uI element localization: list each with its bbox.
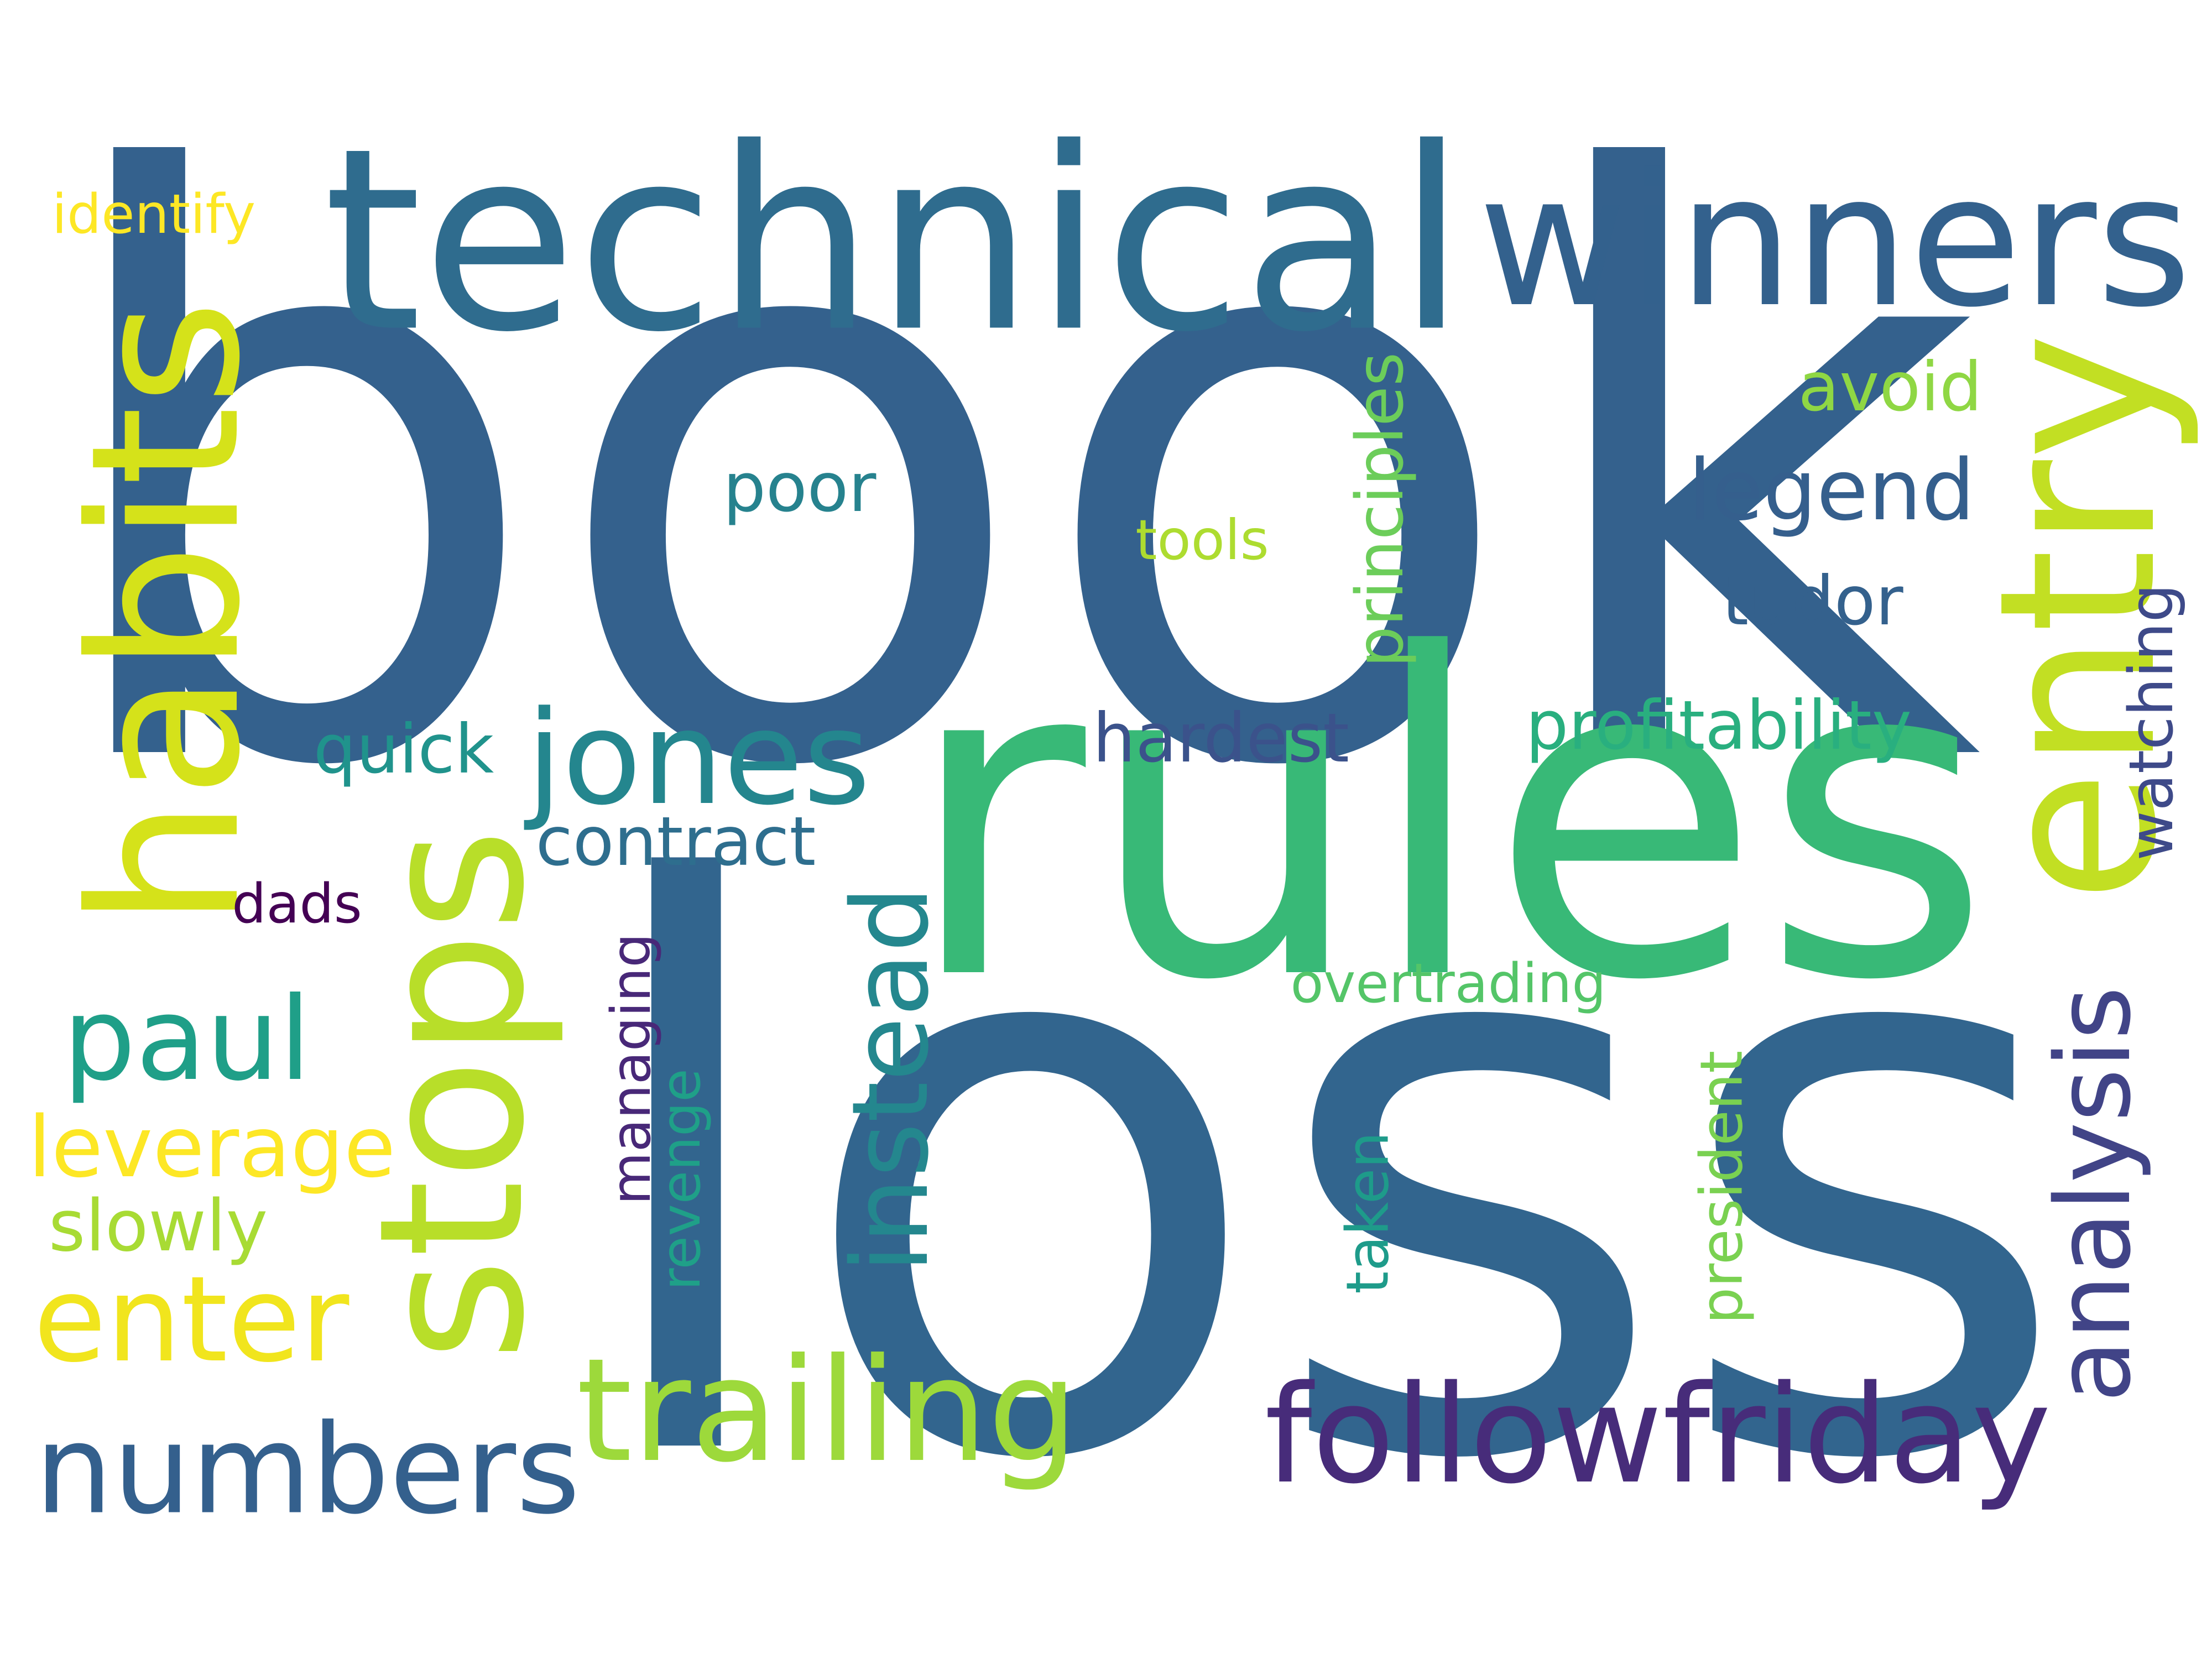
word-dads: dads [232,873,362,936]
word-leverage: leverage [28,1098,396,1196]
word-habits: habits [48,299,285,928]
word-trailing: trailing [576,1328,1078,1494]
word-enter: enter [33,1251,349,1389]
word-tools: tools [1135,508,1269,572]
word-avoid: avoid [1798,348,1983,426]
word-president: president [1688,1050,1756,1324]
word-principles: principles [1342,352,1418,668]
word-revenge: revenge [650,1068,713,1291]
word-numbers: numbers [34,1397,581,1542]
word-overtrading: overtrading [1290,952,1606,1015]
word-book: book [41,13,1982,940]
word-loss: loss [578,727,2074,1629]
word-identify: identify [51,183,256,246]
word-taken: taken [1334,1131,1402,1294]
word-legend: legend [1688,441,1975,539]
word-watching: watching [2116,583,2187,861]
word-instead: instead [830,885,952,1274]
word-analysis: analysis [2033,986,2153,1403]
word-rules: rules [904,561,1992,1077]
word-paul: paul [62,973,311,1107]
word-poor: poor [723,448,877,527]
word-quick: quick [313,710,494,789]
word-profitability: profitability [1525,686,1912,765]
word-technical: technical [323,95,1467,388]
word-jones: jones [526,684,871,834]
word-hardest: hardest [1093,699,1349,778]
word-tudor: tudor [1722,562,1903,640]
word-stops: stops [336,828,568,1362]
word-followfriday: followfriday [1264,1357,2052,1514]
word-contract: contract [535,802,816,881]
word-slowly: slowly [48,1185,268,1267]
word-winners: winners [1478,135,2192,347]
